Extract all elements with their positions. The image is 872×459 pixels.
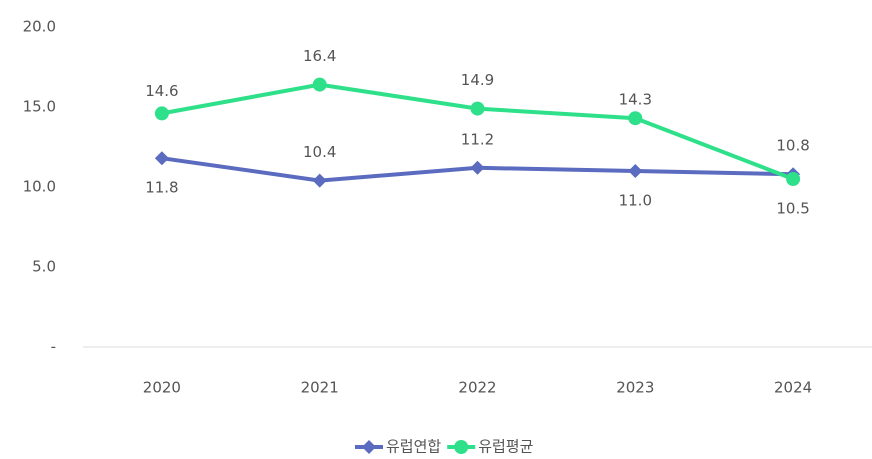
data-label: 16.4 bbox=[303, 47, 336, 65]
x-tick-label: 2021 bbox=[301, 379, 339, 397]
point bbox=[312, 173, 327, 188]
data-label: 11.2 bbox=[461, 130, 494, 148]
point bbox=[470, 101, 485, 116]
data-label: 10.4 bbox=[303, 143, 336, 161]
x-tick-label: 2022 bbox=[458, 379, 496, 397]
data-label: 10.8 bbox=[776, 137, 809, 155]
y-tick-label: 10.0 bbox=[23, 178, 56, 196]
data-label: 14.6 bbox=[145, 82, 178, 100]
y-tick-label: - bbox=[51, 338, 56, 356]
data-label: 14.3 bbox=[619, 91, 652, 109]
point bbox=[154, 106, 169, 121]
x-tick-label: 2024 bbox=[774, 379, 812, 397]
point bbox=[628, 111, 643, 126]
y-tick-label: 20.0 bbox=[23, 18, 56, 36]
legend-label: 유럽평균 bbox=[478, 438, 533, 456]
point bbox=[470, 160, 485, 175]
point bbox=[312, 77, 327, 92]
point bbox=[786, 172, 801, 186]
data-label: 11.0 bbox=[619, 192, 652, 210]
y-tick-label: 5.0 bbox=[32, 258, 56, 276]
legend-marker bbox=[362, 440, 376, 454]
x-tick-label: 2020 bbox=[143, 379, 181, 397]
data-label: 10.5 bbox=[776, 200, 809, 218]
legend-label: 유럽연합 bbox=[386, 438, 441, 456]
point bbox=[154, 151, 169, 166]
data-label: 11.8 bbox=[145, 179, 178, 197]
x-tick-label: 2023 bbox=[616, 379, 654, 397]
data-label: 14.9 bbox=[461, 71, 494, 89]
legend-marker bbox=[454, 440, 469, 454]
y-tick-label: 15.0 bbox=[23, 98, 56, 116]
point bbox=[628, 164, 643, 178]
